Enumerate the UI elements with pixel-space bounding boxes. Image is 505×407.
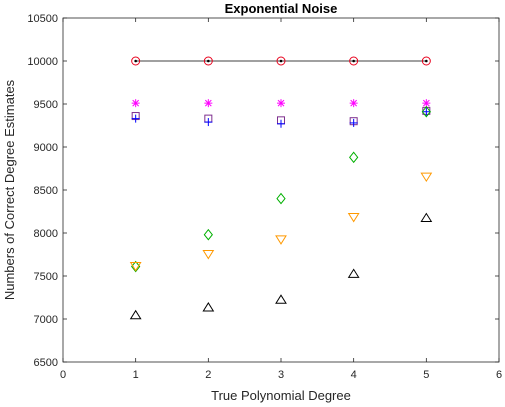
data-point (204, 118, 213, 127)
data-point (203, 56, 213, 66)
data-point (420, 212, 433, 223)
data-point (203, 228, 213, 241)
data-point (347, 268, 360, 278)
triangle-up-marker (275, 294, 287, 304)
circle-center-dot (134, 59, 137, 63)
asterisk-d2 (132, 99, 140, 107)
x-tick-label: 1 (133, 369, 139, 381)
y-tick-label: 8500 (34, 185, 58, 197)
data-point (347, 213, 360, 223)
triangle-up-marker (202, 302, 215, 312)
circle-marker (131, 56, 141, 66)
circle-marker (203, 56, 213, 66)
data-point (277, 119, 285, 128)
asterisk-d2 (277, 99, 285, 107)
data-point (204, 99, 213, 108)
asterisk-d2 (204, 99, 212, 107)
diamond-marker (349, 151, 359, 164)
data-point (275, 294, 287, 304)
plot-area (62, 17, 500, 363)
diamond-marker (276, 192, 286, 205)
data-point (129, 309, 142, 320)
triangle-down-marker (347, 213, 360, 223)
circle-center-dot (279, 59, 283, 63)
circle-marker (276, 56, 286, 66)
y-axis-label: Numbers of Correct Degree Estimates (2, 79, 17, 300)
asterisk-d2 (422, 99, 430, 107)
y-tick-label: 9000 (34, 142, 58, 154)
circle-center-dot (207, 59, 210, 63)
triangle-down-marker (275, 235, 287, 245)
data-point (421, 56, 431, 66)
circle-marker (421, 56, 431, 66)
chart-title: Exponential Noise (225, 1, 338, 16)
data-point (131, 56, 141, 66)
circle-center-dot (425, 59, 428, 63)
data-point (349, 118, 358, 127)
data-point (349, 56, 359, 66)
diamond-marker (421, 105, 431, 118)
x-tick-label: 3 (278, 369, 284, 381)
y-tick-label: 6500 (34, 357, 58, 369)
triangle-down-marker (202, 250, 215, 260)
data-point (276, 56, 286, 66)
x-axis-ticks: 0 1 2 3 4 5 6 (60, 18, 502, 381)
y-axis-ticks: 6500 7000 7500 8000 8500 9000 9500 10000 10500 (27, 13, 499, 369)
data-point (276, 192, 286, 205)
asterisk-d2 (350, 99, 358, 107)
x-tick-label: 5 (423, 369, 429, 381)
data-point (202, 302, 215, 312)
data-point (422, 99, 431, 108)
triangle-down-marker (420, 172, 433, 183)
triangle-down-marker (129, 262, 142, 272)
triangle-up-marker (347, 268, 360, 278)
x-tick-label: 2 (205, 369, 211, 381)
data-point (131, 114, 140, 123)
y-tick-label: 10000 (27, 56, 58, 68)
y-tick-label: 10500 (27, 13, 58, 25)
data-point (277, 99, 285, 108)
x-tick-label: 4 (351, 369, 357, 381)
y-tick-label: 9500 (34, 99, 58, 111)
y-tick-label: 7000 (34, 314, 58, 326)
data-point (349, 99, 358, 108)
data-markers (129, 56, 433, 320)
circle-marker (349, 56, 359, 66)
x-axis-label: True Polynomial Degree (211, 388, 351, 403)
data-point (349, 151, 359, 164)
triangle-up-marker (420, 212, 433, 223)
data-point (421, 105, 431, 118)
diamond-marker (203, 228, 213, 241)
data-point (420, 172, 433, 183)
diamond-marker (131, 260, 141, 273)
data-point (129, 262, 142, 272)
y-tick-label: 7500 (34, 271, 58, 283)
circle-center-dot (352, 59, 355, 63)
x-tick-label: 0 (60, 369, 66, 381)
data-point (202, 250, 215, 260)
data-point (275, 235, 287, 245)
triangle-up-marker (129, 309, 142, 320)
data-point (131, 260, 141, 273)
data-point (131, 99, 140, 108)
data-point (422, 107, 431, 116)
y-tick-label: 8000 (34, 228, 58, 240)
x-tick-label: 6 (496, 369, 502, 381)
